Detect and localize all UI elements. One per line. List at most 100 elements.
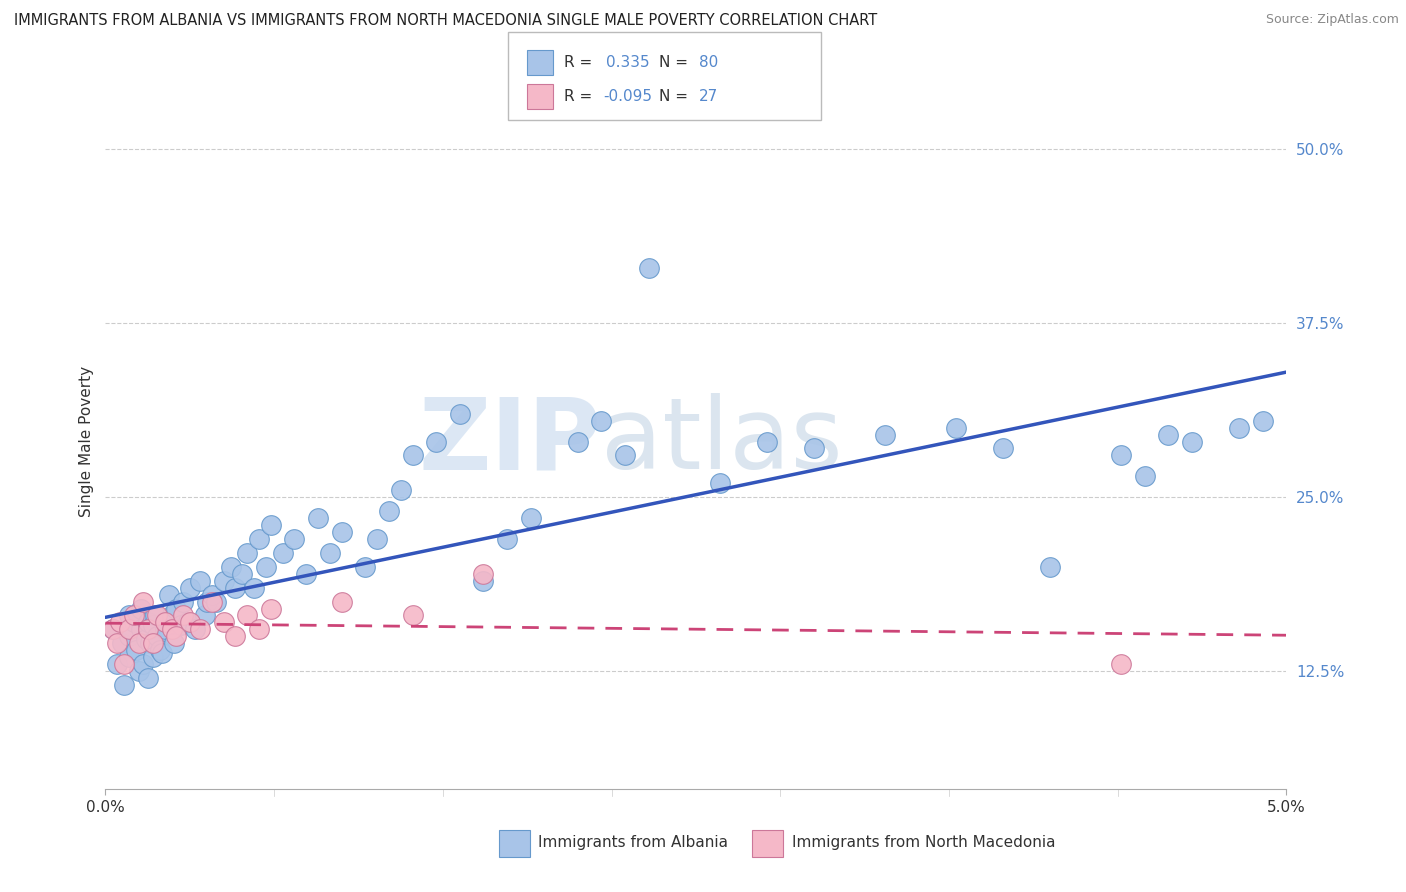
Point xyxy=(247,532,270,546)
Point xyxy=(157,588,180,602)
Point xyxy=(637,260,659,275)
Point xyxy=(1157,427,1180,442)
Point xyxy=(1133,469,1156,483)
Point xyxy=(873,427,896,442)
Point xyxy=(354,559,377,574)
Point xyxy=(188,623,211,637)
Point xyxy=(122,615,145,630)
Text: 0.335: 0.335 xyxy=(606,55,650,70)
Text: N =: N = xyxy=(659,89,689,103)
Point xyxy=(231,566,253,581)
Point xyxy=(139,636,162,650)
Point xyxy=(201,588,224,602)
Point xyxy=(401,608,423,623)
Point xyxy=(236,608,259,623)
Point xyxy=(260,601,283,615)
Point xyxy=(165,629,187,643)
Text: Immigrants from Albania: Immigrants from Albania xyxy=(538,836,728,850)
Y-axis label: Single Male Poverty: Single Male Poverty xyxy=(79,366,94,517)
Point xyxy=(122,608,145,623)
Text: ZIP: ZIP xyxy=(419,393,602,490)
Point xyxy=(212,615,235,630)
Point xyxy=(1251,414,1274,428)
Point xyxy=(591,414,613,428)
Point xyxy=(172,594,194,608)
Point xyxy=(366,532,388,546)
Point xyxy=(160,623,183,637)
Point xyxy=(105,636,128,650)
Point xyxy=(271,546,294,560)
Point xyxy=(118,608,141,623)
Point xyxy=(101,623,124,637)
Point xyxy=(101,623,124,637)
Point xyxy=(991,442,1014,456)
Point xyxy=(567,434,589,449)
Point xyxy=(195,594,218,608)
Point xyxy=(146,608,169,623)
Point xyxy=(128,636,150,650)
Point xyxy=(146,629,169,643)
Point xyxy=(224,629,246,643)
Text: R =: R = xyxy=(564,55,592,70)
Point xyxy=(449,407,471,421)
Point xyxy=(803,442,825,456)
Point xyxy=(224,581,246,595)
Point xyxy=(330,594,353,608)
Point xyxy=(118,629,141,643)
Text: atlas: atlas xyxy=(602,393,844,490)
Point xyxy=(153,623,176,637)
Point xyxy=(129,623,152,637)
Point xyxy=(194,608,217,623)
Point xyxy=(179,581,201,595)
Text: Source: ZipAtlas.com: Source: ZipAtlas.com xyxy=(1265,13,1399,27)
Point xyxy=(254,559,277,574)
Point xyxy=(149,643,172,657)
Point xyxy=(153,615,176,630)
Point xyxy=(519,511,541,525)
Point xyxy=(188,574,211,588)
Point xyxy=(330,524,353,539)
Text: 80: 80 xyxy=(699,55,718,70)
Point xyxy=(160,608,183,623)
Point xyxy=(945,420,967,434)
Point xyxy=(205,594,228,608)
Point xyxy=(212,574,235,588)
Point xyxy=(132,594,155,608)
Point xyxy=(135,632,157,647)
Point xyxy=(105,657,128,672)
Point xyxy=(112,657,135,672)
Text: N =: N = xyxy=(659,55,689,70)
Text: IMMIGRANTS FROM ALBANIA VS IMMIGRANTS FROM NORTH MACEDONIA SINGLE MALE POVERTY C: IMMIGRANTS FROM ALBANIA VS IMMIGRANTS FR… xyxy=(14,13,877,29)
Point xyxy=(709,476,731,491)
Point xyxy=(136,623,159,637)
Point xyxy=(136,671,159,685)
Point xyxy=(165,601,187,615)
Point xyxy=(163,636,186,650)
Point xyxy=(143,608,166,623)
Point xyxy=(1039,559,1062,574)
Point xyxy=(307,511,329,525)
Point xyxy=(260,518,283,533)
Point xyxy=(108,615,131,630)
Point xyxy=(179,615,201,630)
Point xyxy=(112,678,135,692)
Point xyxy=(472,566,495,581)
Point xyxy=(295,566,318,581)
Point xyxy=(283,532,305,546)
Point xyxy=(319,546,342,560)
Point xyxy=(142,636,165,650)
Point xyxy=(177,615,200,630)
Text: -0.095: -0.095 xyxy=(603,89,652,103)
Point xyxy=(1109,657,1132,672)
Point xyxy=(142,650,165,665)
Point xyxy=(132,657,155,672)
Point xyxy=(1227,420,1250,434)
Point xyxy=(755,434,778,449)
Point xyxy=(170,618,193,632)
Point xyxy=(1109,449,1132,463)
Point xyxy=(128,664,150,678)
Point xyxy=(219,559,242,574)
Point xyxy=(184,623,207,637)
Point xyxy=(247,623,270,637)
Point xyxy=(129,601,152,615)
